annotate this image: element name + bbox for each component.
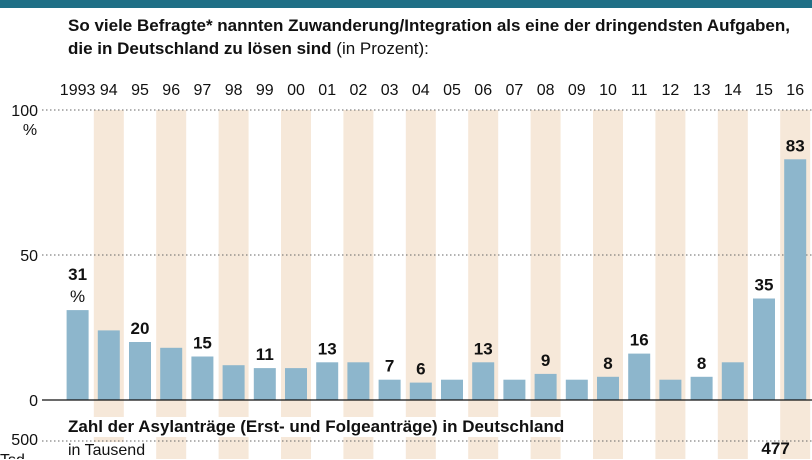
x-tick-label: 95 (131, 82, 149, 99)
bar (378, 379, 401, 400)
x-tick-label: 15 (755, 82, 773, 99)
x-tick-label: 12 (662, 82, 680, 99)
x-tick-label: 10 (599, 82, 617, 99)
year-stripe (593, 110, 623, 459)
bar (441, 379, 463, 400)
x-tick-label: 09 (568, 82, 586, 99)
data-label: 8 (697, 354, 706, 373)
data-label: 35 (755, 276, 774, 295)
bar (191, 356, 214, 400)
bar (690, 376, 713, 400)
bar (66, 310, 89, 400)
year-stripe (405, 110, 436, 459)
bar (97, 330, 120, 400)
lower-chart-subtitle: in Tausend (68, 442, 146, 460)
y-tick-label: 0 (29, 393, 38, 410)
data-label: 16 (630, 331, 649, 350)
x-tick-label: 97 (194, 82, 212, 99)
bar (472, 362, 495, 400)
x-tick-label: 13 (693, 82, 711, 99)
data-label: 8 (603, 354, 612, 373)
y-tick-label: 50 (20, 248, 38, 265)
bar (129, 342, 151, 400)
data-label: 11 (256, 345, 274, 364)
x-tick-label: 05 (443, 82, 461, 99)
title-banner (0, 0, 812, 8)
year-stripe (281, 110, 311, 459)
x-tick-label: 03 (381, 82, 399, 99)
subtitle-text: So viele Befragte* nannten Zuwanderung/I… (68, 16, 790, 58)
x-tick-label: 98 (225, 82, 243, 99)
bar (222, 365, 245, 400)
bar (597, 376, 619, 400)
x-tick-label: 16 (786, 82, 804, 99)
bar (409, 382, 432, 400)
year-stripe (156, 110, 187, 459)
bar (534, 373, 557, 400)
x-tick-label: 07 (506, 82, 524, 99)
bar (628, 353, 651, 400)
lower-data-label: 477 (761, 439, 789, 458)
x-tick-label: 06 (474, 82, 492, 99)
data-label: 83 (786, 136, 805, 155)
bar (316, 362, 339, 400)
bar (565, 379, 588, 400)
year-stripe (655, 110, 686, 459)
x-tick-label: 02 (350, 82, 368, 99)
data-label: 20 (131, 319, 150, 338)
lower-y-tick-label: 500 (11, 432, 38, 449)
x-tick-label: 11 (631, 82, 648, 99)
lower-y-unit-label: Tsd. (0, 452, 29, 459)
x-tick-label: 04 (412, 82, 430, 99)
x-tick-label: 08 (537, 82, 555, 99)
bar (253, 368, 276, 400)
x-tick-label: 99 (256, 82, 274, 99)
data-label: 7 (385, 357, 394, 376)
bar (347, 362, 370, 400)
bar (503, 379, 526, 400)
subtitle-unit: (in Prozent): (336, 39, 429, 58)
y-tick-label: 100 (11, 103, 38, 120)
bar (784, 159, 807, 400)
data-label: 15 (193, 334, 212, 353)
year-stripe (343, 110, 374, 459)
x-tick-label: 01 (318, 82, 336, 99)
x-tick-label: 94 (100, 82, 118, 99)
x-tick-label: 96 (162, 82, 180, 99)
data-label: 13 (474, 339, 493, 358)
bar (285, 368, 307, 400)
year-stripe (468, 110, 499, 459)
x-tick-label: 1993 (60, 82, 96, 99)
year-stripe (530, 110, 561, 459)
year-stripe (717, 110, 748, 459)
bar (721, 362, 744, 400)
data-label: 13 (318, 339, 337, 358)
bar (753, 298, 775, 400)
data-label: % (70, 287, 85, 306)
data-label: 9 (541, 351, 550, 370)
data-label: 31 (68, 265, 87, 284)
y-unit-label: % (23, 122, 37, 139)
x-tick-label: 00 (287, 82, 305, 99)
data-label: 6 (416, 360, 425, 379)
x-tick-label: 14 (724, 82, 742, 99)
year-stripe (218, 110, 249, 459)
chart-subtitle: So viele Befragte* nannten Zuwanderung/I… (68, 14, 808, 60)
year-stripe (93, 110, 124, 459)
bar (659, 379, 682, 400)
bar (160, 347, 183, 400)
lower-chart-title: Zahl der Asylanträge (Erst- und Folgeant… (68, 417, 571, 437)
